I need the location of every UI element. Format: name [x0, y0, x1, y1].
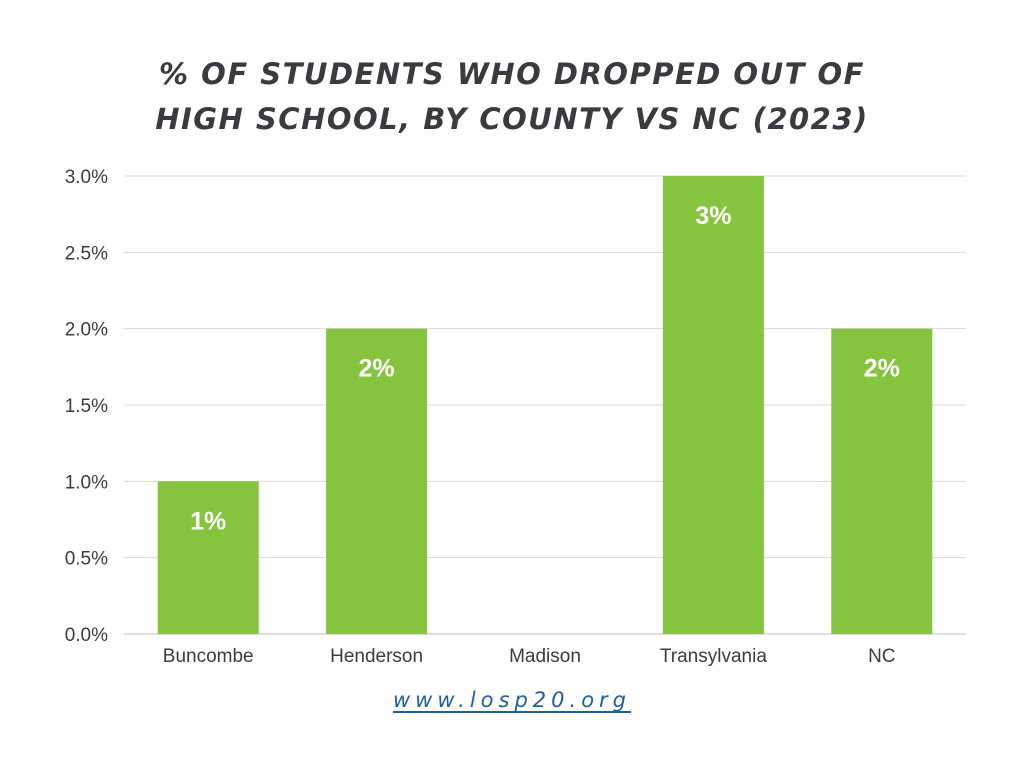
bar: [662, 176, 764, 634]
y-tick-label: 0.5%: [65, 549, 108, 570]
data-label: 1%: [190, 507, 226, 535]
chart-title: % OF STUDENTS WHO DROPPED OUT OF HIGH SC…: [0, 52, 1024, 142]
data-label: 2%: [864, 355, 900, 383]
y-tick-label: 2.0%: [65, 320, 108, 341]
bar: [157, 481, 259, 634]
y-tick-label: 1.0%: [65, 472, 108, 493]
bar: [831, 328, 933, 634]
x-category-label: Buncombe: [163, 646, 254, 667]
chart-title-line-1: % OF STUDENTS WHO DROPPED OUT OF: [159, 57, 865, 91]
x-category-label: Madison: [509, 646, 581, 667]
y-tick-label: 0.0%: [65, 625, 108, 646]
data-label: 3%: [695, 202, 731, 230]
x-category-label: Transylvania: [660, 646, 767, 667]
x-category-label: NC: [868, 646, 895, 667]
data-label: 2%: [359, 355, 395, 383]
chart-title-line-2: HIGH SCHOOL, BY COUNTY VS NC (2023): [155, 102, 869, 136]
y-tick-label: 1.5%: [65, 396, 108, 417]
bar: [326, 328, 428, 634]
website-link[interactable]: www.losp20.org: [392, 688, 632, 712]
y-tick-label: 3.0%: [65, 167, 108, 188]
y-tick-label: 2.5%: [65, 243, 108, 264]
x-category-label: Henderson: [330, 646, 423, 667]
